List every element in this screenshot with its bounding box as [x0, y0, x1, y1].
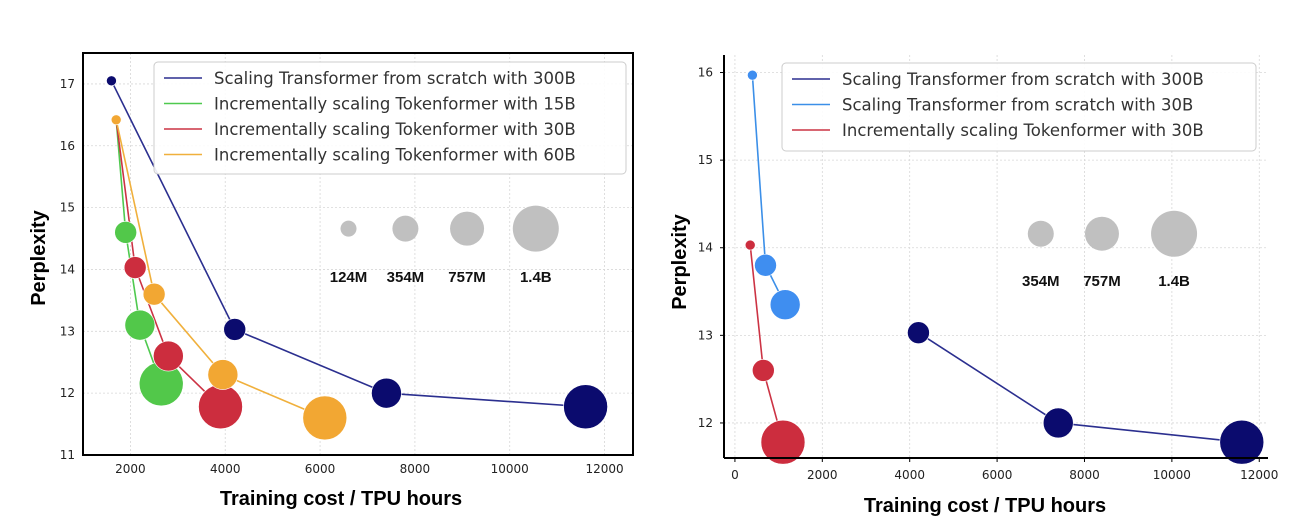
right-size-legend-circle [1084, 216, 1119, 251]
left-grid [83, 53, 633, 456]
left-y-tick-label: 12 [60, 386, 75, 400]
right-size-legend-circle [1151, 210, 1198, 257]
right-size-legend-circle [1027, 220, 1054, 247]
right-y-tick-label: 12 [698, 416, 713, 430]
right-y-tick-label: 14 [698, 241, 713, 255]
left-size-legend-label: 1.4B [520, 269, 552, 286]
left-x-tick-label: 8000 [400, 462, 431, 476]
left-plot-frame [82, 52, 634, 456]
left-x-tick-label: 4000 [210, 462, 241, 476]
left-series-4-point [207, 359, 239, 390]
left-series-1-point [563, 384, 608, 430]
right-x-tick-label: 2000 [807, 468, 838, 482]
left-y-tick-label: 17 [60, 77, 75, 91]
left-series-line-2 [115, 119, 162, 385]
right-size-legend-label: 354M [1022, 273, 1060, 290]
left-legend-label: Incrementally scaling Tokenformer with 6… [214, 146, 576, 165]
right-size-legend-label: 757M [1083, 273, 1121, 290]
right-x-tick-label: 6000 [982, 468, 1013, 482]
left-legend-label: Scaling Transformer from scratch with 30… [214, 69, 576, 88]
left-y-tick-label: 13 [60, 324, 75, 338]
left-x-tick-label: 6000 [305, 462, 336, 476]
left-series-1-point [223, 318, 247, 341]
right-legend-box [781, 62, 1257, 152]
right-series-1-point [907, 321, 930, 345]
right-y-tick-label: 15 [698, 153, 713, 167]
left-x-axis-title: Training cost / TPU hours [220, 488, 462, 510]
left-series-3-point [198, 384, 243, 430]
left-series-1-point [106, 75, 117, 87]
right-legend-label: Scaling Transformer from scratch with 30… [842, 96, 1193, 115]
left-size-legend-circle [340, 220, 357, 237]
left-size-legend-circle [392, 215, 419, 242]
left-series-line-4 [115, 119, 326, 419]
right-legend: Scaling Transformer from scratch with 30… [781, 62, 1257, 152]
right-y-tick-label: 16 [698, 66, 713, 80]
right-legend-label: Incrementally scaling Tokenformer with 3… [842, 121, 1204, 140]
left-size-legend-circle [512, 205, 559, 252]
right-size-legend-label: 1.4B [1158, 273, 1190, 290]
right-y-axis-title: Perplexity [669, 213, 691, 309]
left-series-2-point [124, 309, 156, 341]
right-y-tick-label: 13 [698, 328, 713, 342]
right-series-2-point [754, 253, 777, 277]
left-y-tick-label: 16 [60, 139, 75, 153]
left-series-4-point [110, 114, 122, 126]
left-y-tick-label: 11 [60, 448, 75, 462]
left-x-tick-label: 2000 [115, 462, 146, 476]
left-size-legend-label: 124M [330, 269, 368, 286]
left-chart: 124M 354M 757M 1.4B 2000 4000 6000 8000 10000 12… [28, 52, 634, 510]
left-size-legend-label: 757M [448, 269, 486, 286]
left-series-line-3 [115, 119, 222, 408]
right-series-1-point [1219, 419, 1265, 465]
left-series-line-1 [110, 80, 586, 408]
right-series-3-point [760, 419, 806, 465]
right-x-tick-label: 0 [731, 468, 739, 482]
left-size-legend-label: 354M [387, 269, 425, 286]
left-x-tick-label: 10000 [491, 462, 529, 476]
left-series-4-point [142, 282, 166, 306]
right-x-tick-label: 4000 [894, 468, 925, 482]
right-x-tick-label: 8000 [1069, 468, 1100, 482]
left-series-2-point [114, 221, 137, 244]
left-y-tick-label: 14 [60, 262, 75, 276]
left-legend-box [153, 61, 627, 175]
right-series-2-point [747, 69, 758, 81]
left-x-tick-label: 12000 [585, 462, 623, 476]
left-legend-label: Incrementally scaling Tokenformer with 1… [214, 95, 576, 114]
left-series-3-point [123, 256, 147, 279]
left-series-lines [110, 80, 586, 419]
right-legend-label: Scaling Transformer from scratch with 30… [842, 70, 1204, 89]
right-series-line-1 [918, 332, 1242, 444]
left-legend-label: Incrementally scaling Tokenformer with 3… [214, 120, 576, 139]
right-chart: 354M 757M 1.4B 0 2000 4000 6000 8000 10000 12000… [669, 55, 1278, 517]
left-series-1-point [371, 377, 402, 409]
right-x-tick-label: 12000 [1240, 468, 1278, 482]
left-y-tick-label: 15 [60, 201, 75, 215]
left-y-axis-title: Perplexity [28, 209, 50, 305]
left-series-4-point [302, 395, 348, 441]
right-x-axis-title: Training cost / TPU hours [864, 495, 1106, 517]
right-size-legend: 354M 757M 1.4B [1022, 210, 1198, 290]
right-x-tick-label: 10000 [1153, 468, 1191, 482]
left-series-3-point [153, 340, 184, 372]
right-markers [744, 69, 1265, 465]
left-legend: Scaling Transformer from scratch with 30… [153, 61, 627, 175]
left-markers [106, 75, 608, 441]
left-axes: 2000 4000 6000 8000 10000 12000 11 12 13 14 15 16 17 [60, 52, 634, 476]
right-axes: 0 2000 4000 6000 8000 10000 12000 12 13 14 15 16 [698, 55, 1278, 482]
right-series-1-point [1042, 407, 1074, 439]
right-series-3-point [744, 239, 756, 251]
left-size-legend: 124M 354M 757M 1.4B [330, 205, 559, 286]
right-series-3-point [752, 359, 775, 382]
left-size-legend-circle [450, 211, 485, 246]
right-series-2-point [769, 289, 801, 320]
